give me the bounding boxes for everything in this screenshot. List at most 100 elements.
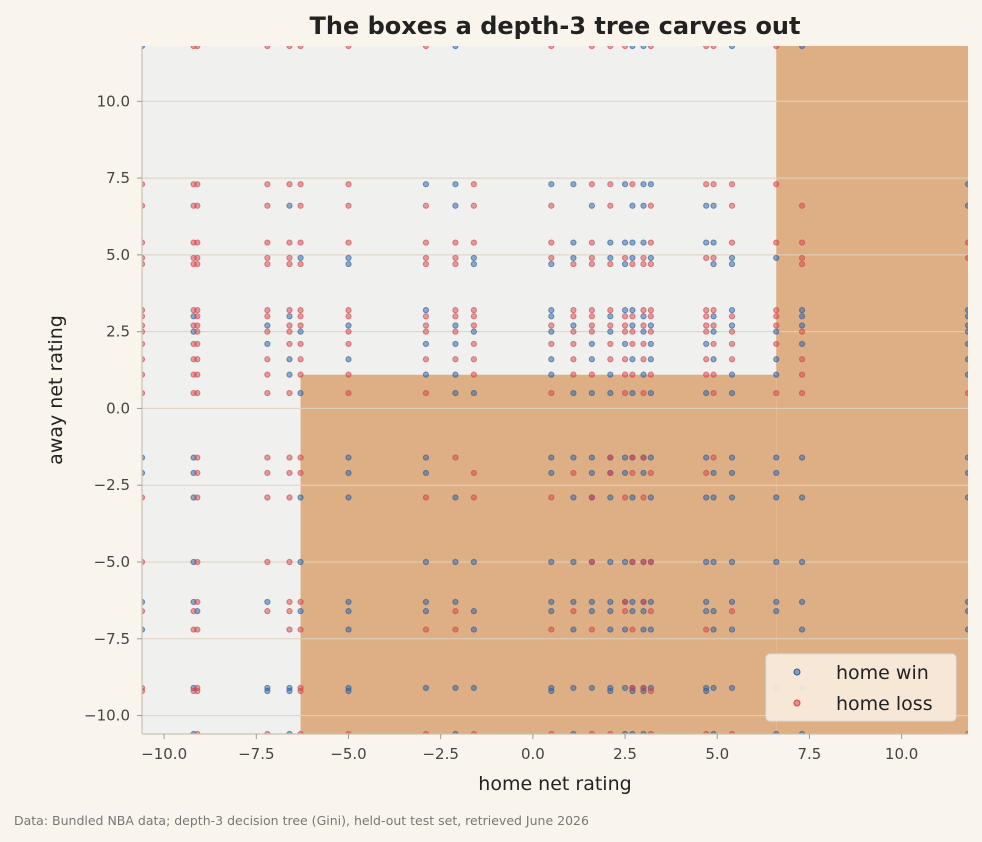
point-home-win <box>964 181 968 188</box>
point-home-loss <box>621 328 629 335</box>
point-home-win <box>142 598 146 606</box>
point-home-win <box>345 469 352 477</box>
point-home-loss <box>142 340 146 348</box>
point-home-win <box>710 239 717 246</box>
point-home-loss <box>345 181 352 188</box>
point-home-win <box>640 730 647 734</box>
point-home-win <box>607 494 614 501</box>
point-home-loss <box>142 371 146 378</box>
point-home-win <box>647 389 654 397</box>
point-home-loss <box>621 371 629 378</box>
point-home-loss <box>710 322 717 329</box>
point-home-loss <box>710 371 717 378</box>
point-home-loss <box>194 328 201 335</box>
point-home-loss <box>798 254 806 262</box>
point-home-loss <box>588 328 595 335</box>
point-home-loss <box>621 254 629 262</box>
point-home-loss <box>640 454 647 461</box>
point-home-win <box>964 494 968 501</box>
point-home-win <box>452 181 459 188</box>
point-home-loss <box>142 389 146 397</box>
chart-title: The boxes a depth-3 tree carves out <box>309 12 800 40</box>
point-home-win <box>728 494 736 501</box>
legend-box <box>765 653 957 722</box>
point-home-loss <box>640 494 647 501</box>
point-home-win <box>345 260 352 268</box>
point-home-loss <box>640 322 647 329</box>
point-home-win <box>964 307 968 314</box>
point-home-win <box>647 322 654 329</box>
point-home-loss <box>264 608 271 615</box>
point-home-loss <box>286 558 293 566</box>
point-home-loss <box>286 389 293 397</box>
point-home-loss <box>629 469 636 477</box>
data-points <box>142 46 968 734</box>
point-home-loss <box>798 239 806 246</box>
point-home-loss <box>452 260 459 268</box>
point-home-win <box>647 181 654 188</box>
point-home-loss <box>607 454 614 461</box>
point-home-loss <box>194 371 201 378</box>
legend-marker-home-win <box>793 668 801 676</box>
point-home-win <box>548 371 555 378</box>
y-tick-label: −10.0 <box>84 707 130 725</box>
point-home-win <box>607 389 614 397</box>
point-home-win <box>710 202 717 209</box>
point-home-loss <box>728 181 736 188</box>
point-home-loss <box>703 356 710 363</box>
point-home-win <box>264 598 271 606</box>
point-home-loss <box>194 260 201 268</box>
point-home-loss <box>621 322 629 329</box>
point-home-loss <box>640 389 647 397</box>
point-home-loss <box>286 454 293 461</box>
point-home-loss <box>422 46 430 50</box>
point-home-loss <box>588 558 595 566</box>
point-home-win <box>548 313 555 320</box>
point-home-win <box>345 254 352 262</box>
point-home-win <box>470 626 477 633</box>
point-home-loss <box>703 254 710 262</box>
point-home-loss <box>264 239 271 246</box>
point-home-win <box>773 494 780 501</box>
point-home-loss <box>703 181 710 188</box>
point-home-win <box>773 254 780 262</box>
axes <box>141 46 968 735</box>
x-tick-label: 10.0 <box>885 745 918 763</box>
point-home-win <box>548 328 555 335</box>
point-home-win <box>703 687 710 695</box>
point-home-loss <box>773 181 780 188</box>
point-home-win <box>728 322 736 329</box>
point-home-win <box>773 608 780 615</box>
point-home-win <box>629 307 636 314</box>
point-home-loss <box>640 684 647 692</box>
point-home-win <box>640 328 647 335</box>
point-home-loss <box>297 260 304 268</box>
point-home-win <box>452 598 459 606</box>
point-home-win <box>710 260 717 268</box>
point-home-loss <box>470 307 477 314</box>
point-home-loss <box>142 356 146 363</box>
point-home-win <box>640 626 647 633</box>
point-home-loss <box>286 328 293 335</box>
point-home-win <box>588 454 595 461</box>
point-home-win <box>640 202 647 209</box>
y-tick-label: 5.0 <box>106 246 130 264</box>
point-home-win <box>470 558 477 566</box>
point-home-win <box>452 340 459 348</box>
point-home-win <box>452 202 459 209</box>
point-home-win <box>548 356 555 363</box>
point-home-loss <box>452 313 459 320</box>
point-home-loss <box>345 239 352 246</box>
point-home-loss <box>264 254 271 262</box>
point-home-loss <box>286 608 293 615</box>
point-home-win <box>264 322 271 329</box>
point-home-win <box>621 684 629 692</box>
point-home-win <box>728 598 736 606</box>
point-home-loss <box>194 254 201 262</box>
source-caption: Data: Bundled NBA data; depth-3 decision… <box>14 813 589 828</box>
point-home-loss <box>588 307 595 314</box>
point-home-win <box>629 598 636 606</box>
point-home-loss <box>607 260 614 268</box>
point-home-win <box>798 313 806 320</box>
point-home-loss <box>452 307 459 314</box>
